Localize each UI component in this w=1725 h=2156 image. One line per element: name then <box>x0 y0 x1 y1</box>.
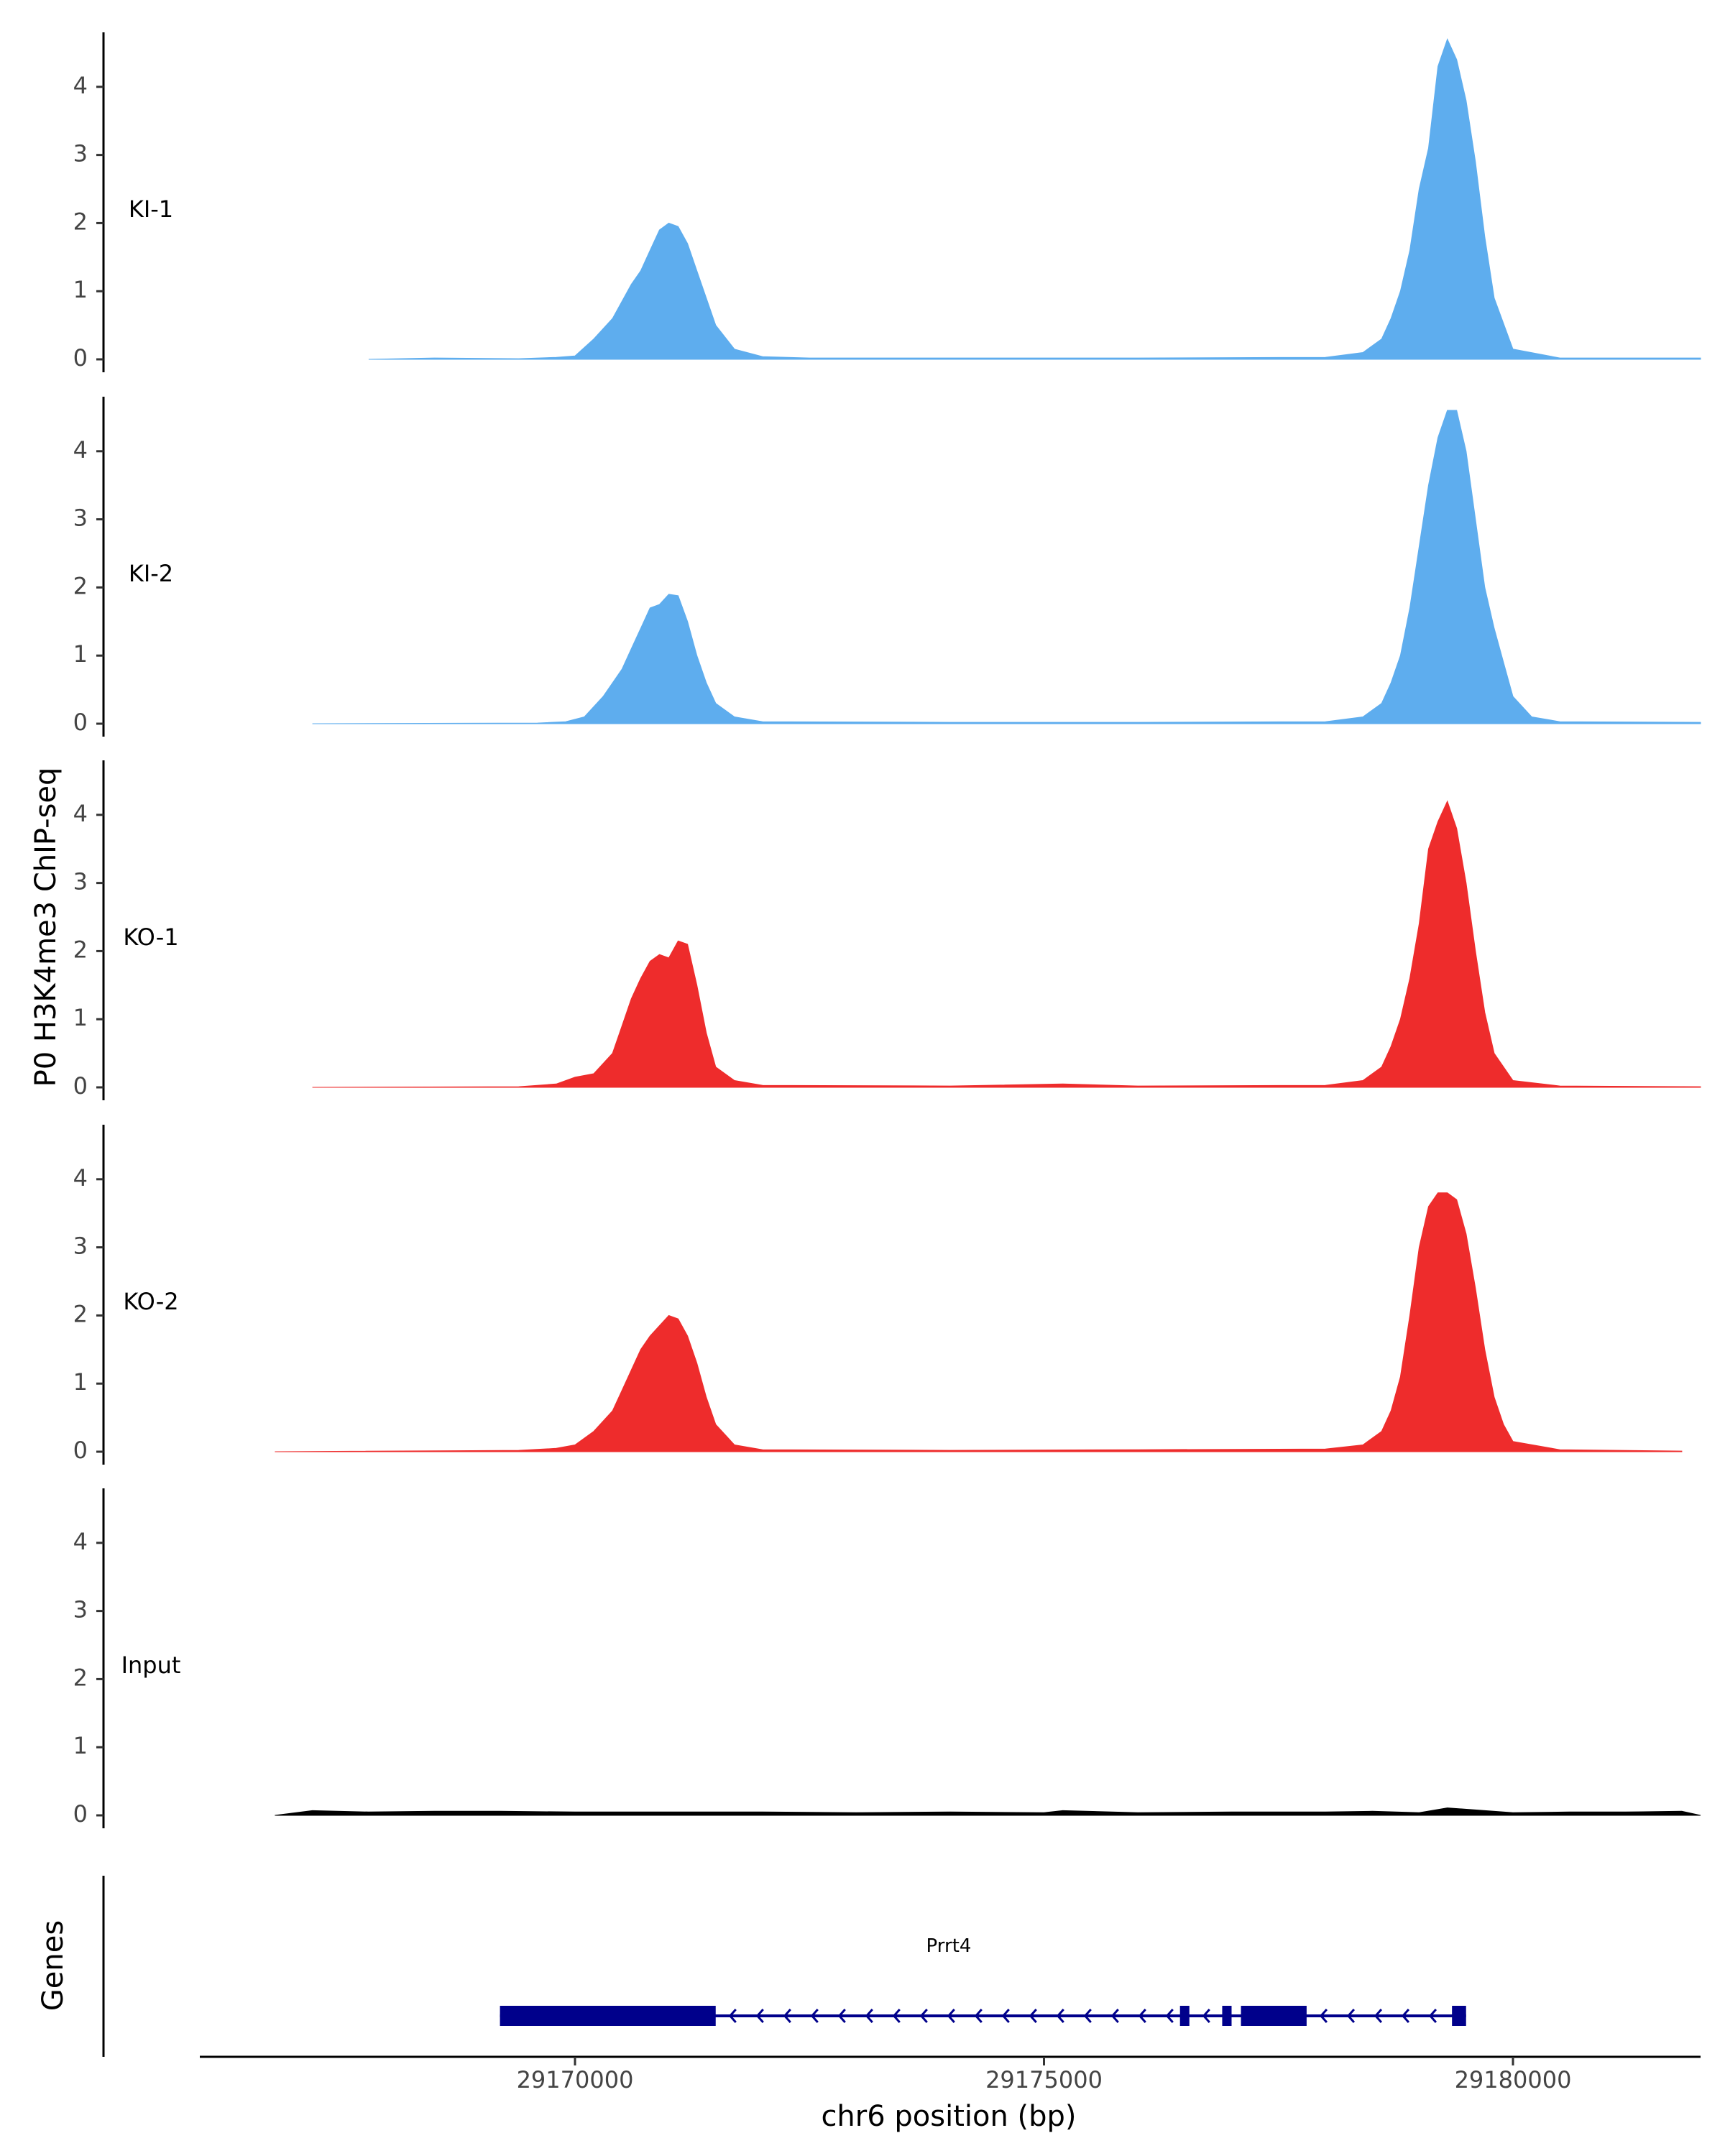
coverage-area-input <box>275 1807 1701 1816</box>
strand-arrow <box>1428 2009 1438 2023</box>
y-tick-label: 3 <box>73 868 88 895</box>
coverage-tracks: 0 1 2 3 4 KI-1 0 1 2 3 4 KI-2 0 1 2 3 4 KO-1 0 1 2 3 4 KO-2 0 1 2 3… <box>73 32 1701 1828</box>
y-tick-label: 1 <box>73 276 88 303</box>
strand-arrow <box>1346 2009 1356 2023</box>
y-tick-label: 1 <box>73 1368 88 1396</box>
y-tick-label: 0 <box>73 1437 88 1464</box>
y-tick-label: 4 <box>73 800 88 827</box>
strand-arrow <box>865 2009 873 2023</box>
strand-arrow <box>1110 2009 1119 2023</box>
y-tick-label: 0 <box>73 344 88 372</box>
strand-arrow <box>1056 2009 1064 2023</box>
strand-arrow <box>810 2009 819 2023</box>
strand-arrow <box>892 2009 901 2023</box>
y-tick-label: 4 <box>73 72 88 99</box>
y-tick-label: 3 <box>73 505 88 532</box>
strand-arrow <box>1319 2009 1328 2023</box>
strand-arrow <box>783 2009 791 2023</box>
strand-arrow <box>1029 2009 1037 2023</box>
gene-exon <box>1222 2006 1232 2026</box>
strand-arrow <box>1202 2009 1210 2023</box>
y-axis-title: P0 H3K4me3 ChIP-seq <box>29 768 63 1087</box>
y-tick-label: 1 <box>73 1004 88 1031</box>
y-tick-label: 2 <box>73 1664 88 1691</box>
x-axis: 29170000 29175000 29180000 chr6 position (… <box>200 2055 1701 2133</box>
y-tick-label: 3 <box>73 140 88 167</box>
coverage-area-ki-1 <box>368 38 1701 360</box>
y-tick-label: 1 <box>73 1732 88 1759</box>
y-tick-label: 4 <box>73 1164 88 1192</box>
x-tick-label: 29175000 <box>985 2066 1103 2093</box>
gene-name-label: Prrt4 <box>926 1935 972 1957</box>
y-tick-label: 3 <box>73 1596 88 1623</box>
strand-arrow <box>1001 2009 1010 2023</box>
strand-arrow <box>1374 2009 1383 2023</box>
strand-arrow <box>919 2009 928 2023</box>
coverage-area-ki-2 <box>312 410 1701 724</box>
strand-arrow <box>974 2009 983 2023</box>
x-tick-label: 29180000 <box>1455 2066 1572 2093</box>
y-tick-label: 3 <box>73 1233 88 1260</box>
y-tick-label: 4 <box>73 1528 88 1555</box>
gene-exon <box>1179 2006 1190 2026</box>
strand-arrow <box>1165 2009 1174 2023</box>
y-tick-label: 0 <box>73 709 88 736</box>
track-label: KI-1 <box>129 195 173 223</box>
strand-arrow <box>947 2009 955 2023</box>
track-ko-2: 0 1 2 3 4 KO-2 <box>73 1125 1683 1465</box>
gene-model-prrt4 <box>500 2006 1466 2026</box>
strand-arrow <box>1083 2009 1092 2023</box>
y-tick-label: 4 <box>73 436 88 464</box>
y-tick-label: 2 <box>73 208 88 235</box>
x-tick-label: 29170000 <box>517 2066 634 2093</box>
track-ko-1: 0 1 2 3 4 KO-1 <box>73 760 1701 1100</box>
y-tick-label: 2 <box>73 936 88 963</box>
track-label: Input <box>121 1651 181 1679</box>
coverage-area-ko-1 <box>312 800 1701 1088</box>
coverage-area-ko-2 <box>275 1192 1683 1452</box>
gene-exon <box>1241 2006 1307 2026</box>
strand-arrow <box>1138 2009 1146 2023</box>
gene-exon <box>500 2006 716 2026</box>
x-axis-title: chr6 position (bp) <box>821 2100 1076 2133</box>
track-input: 0 1 2 3 4 Input <box>73 1488 1701 1828</box>
track-label: KI-2 <box>129 560 173 587</box>
y-tick-label: 0 <box>73 1072 88 1100</box>
genes-track-label: Genes <box>37 1920 70 2011</box>
y-tick-label: 1 <box>73 640 88 668</box>
strand-arrow <box>755 2009 764 2023</box>
track-label: KO-1 <box>123 923 178 951</box>
strand-arrow <box>837 2009 846 2023</box>
y-tick-label: 0 <box>73 1800 88 1828</box>
x-axis-ticks: 29170000 29175000 29180000 <box>517 2057 1572 2093</box>
y-tick-label: 2 <box>73 572 88 599</box>
genes-track: Genes Prrt4 <box>37 1876 1466 2057</box>
gene-exon <box>1452 2006 1466 2026</box>
track-ki-2: 0 1 2 3 4 KI-2 <box>73 397 1701 737</box>
strand-arrow <box>1401 2009 1410 2023</box>
track-label: KO-2 <box>123 1288 178 1315</box>
y-tick-label: 2 <box>73 1300 88 1327</box>
strand-arrow <box>728 2009 737 2023</box>
track-ki-1: 0 1 2 3 4 KI-1 <box>73 32 1701 372</box>
